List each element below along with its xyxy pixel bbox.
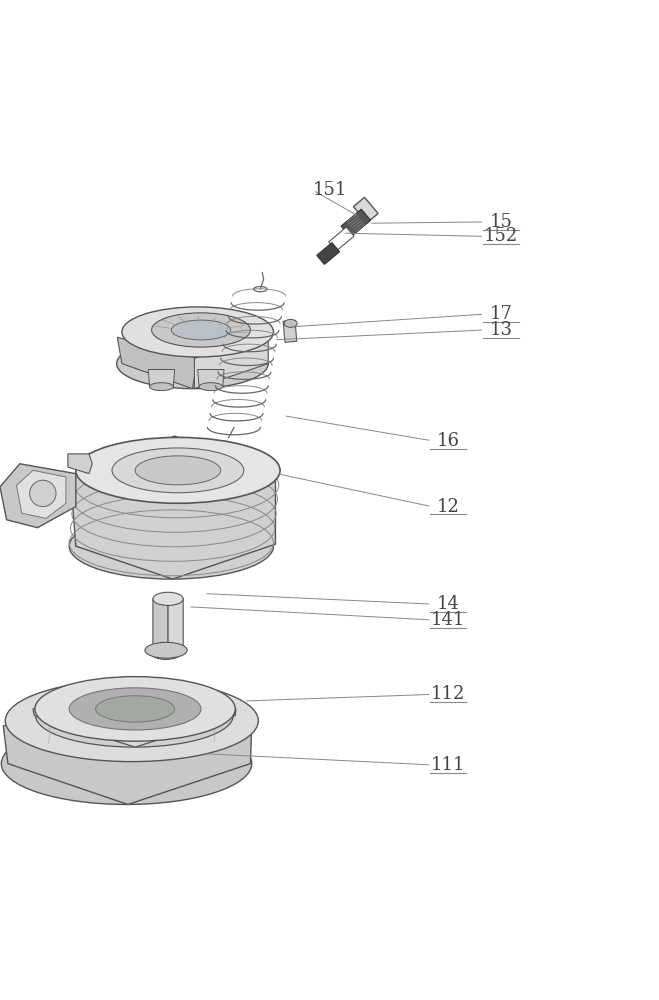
Text: 14: 14 — [437, 595, 459, 613]
Ellipse shape — [36, 684, 233, 747]
Ellipse shape — [122, 307, 273, 357]
Bar — [353, 197, 378, 223]
Polygon shape — [148, 370, 175, 387]
Ellipse shape — [76, 437, 280, 503]
Ellipse shape — [112, 448, 244, 493]
Ellipse shape — [135, 456, 221, 485]
Ellipse shape — [145, 642, 187, 658]
Text: 13: 13 — [490, 321, 512, 339]
Text: 17: 17 — [490, 305, 512, 323]
Text: 12: 12 — [437, 498, 459, 516]
Polygon shape — [168, 599, 183, 658]
Text: 151: 151 — [312, 181, 347, 199]
Polygon shape — [198, 370, 224, 387]
Polygon shape — [71, 436, 275, 579]
Bar — [329, 227, 354, 251]
Ellipse shape — [171, 320, 231, 340]
Ellipse shape — [1, 723, 252, 804]
Ellipse shape — [69, 688, 201, 730]
Ellipse shape — [5, 680, 258, 762]
Ellipse shape — [69, 513, 273, 579]
Ellipse shape — [153, 592, 183, 605]
Ellipse shape — [35, 677, 235, 741]
Ellipse shape — [117, 339, 268, 389]
Ellipse shape — [284, 319, 297, 327]
Polygon shape — [153, 599, 168, 658]
Polygon shape — [16, 470, 66, 518]
Text: 152: 152 — [484, 227, 518, 245]
Polygon shape — [33, 677, 236, 747]
Ellipse shape — [96, 696, 175, 722]
Bar — [317, 243, 339, 264]
Polygon shape — [194, 335, 268, 389]
Polygon shape — [0, 464, 76, 528]
Polygon shape — [3, 683, 252, 804]
Bar — [341, 209, 370, 237]
Text: 16: 16 — [437, 432, 459, 450]
Ellipse shape — [151, 646, 181, 659]
Polygon shape — [68, 454, 92, 474]
Polygon shape — [117, 337, 198, 389]
Ellipse shape — [152, 313, 250, 347]
Text: 141: 141 — [431, 611, 465, 629]
Ellipse shape — [30, 480, 56, 507]
Ellipse shape — [150, 383, 173, 391]
Ellipse shape — [199, 383, 223, 391]
Bar — [283, 320, 297, 342]
Text: 15: 15 — [490, 213, 512, 231]
Text: 111: 111 — [431, 756, 465, 774]
Text: 112: 112 — [431, 685, 465, 703]
